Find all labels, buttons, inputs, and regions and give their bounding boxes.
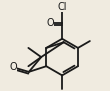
Text: Cl: Cl [57, 2, 67, 12]
Text: O: O [9, 62, 17, 72]
Text: O: O [46, 18, 54, 28]
